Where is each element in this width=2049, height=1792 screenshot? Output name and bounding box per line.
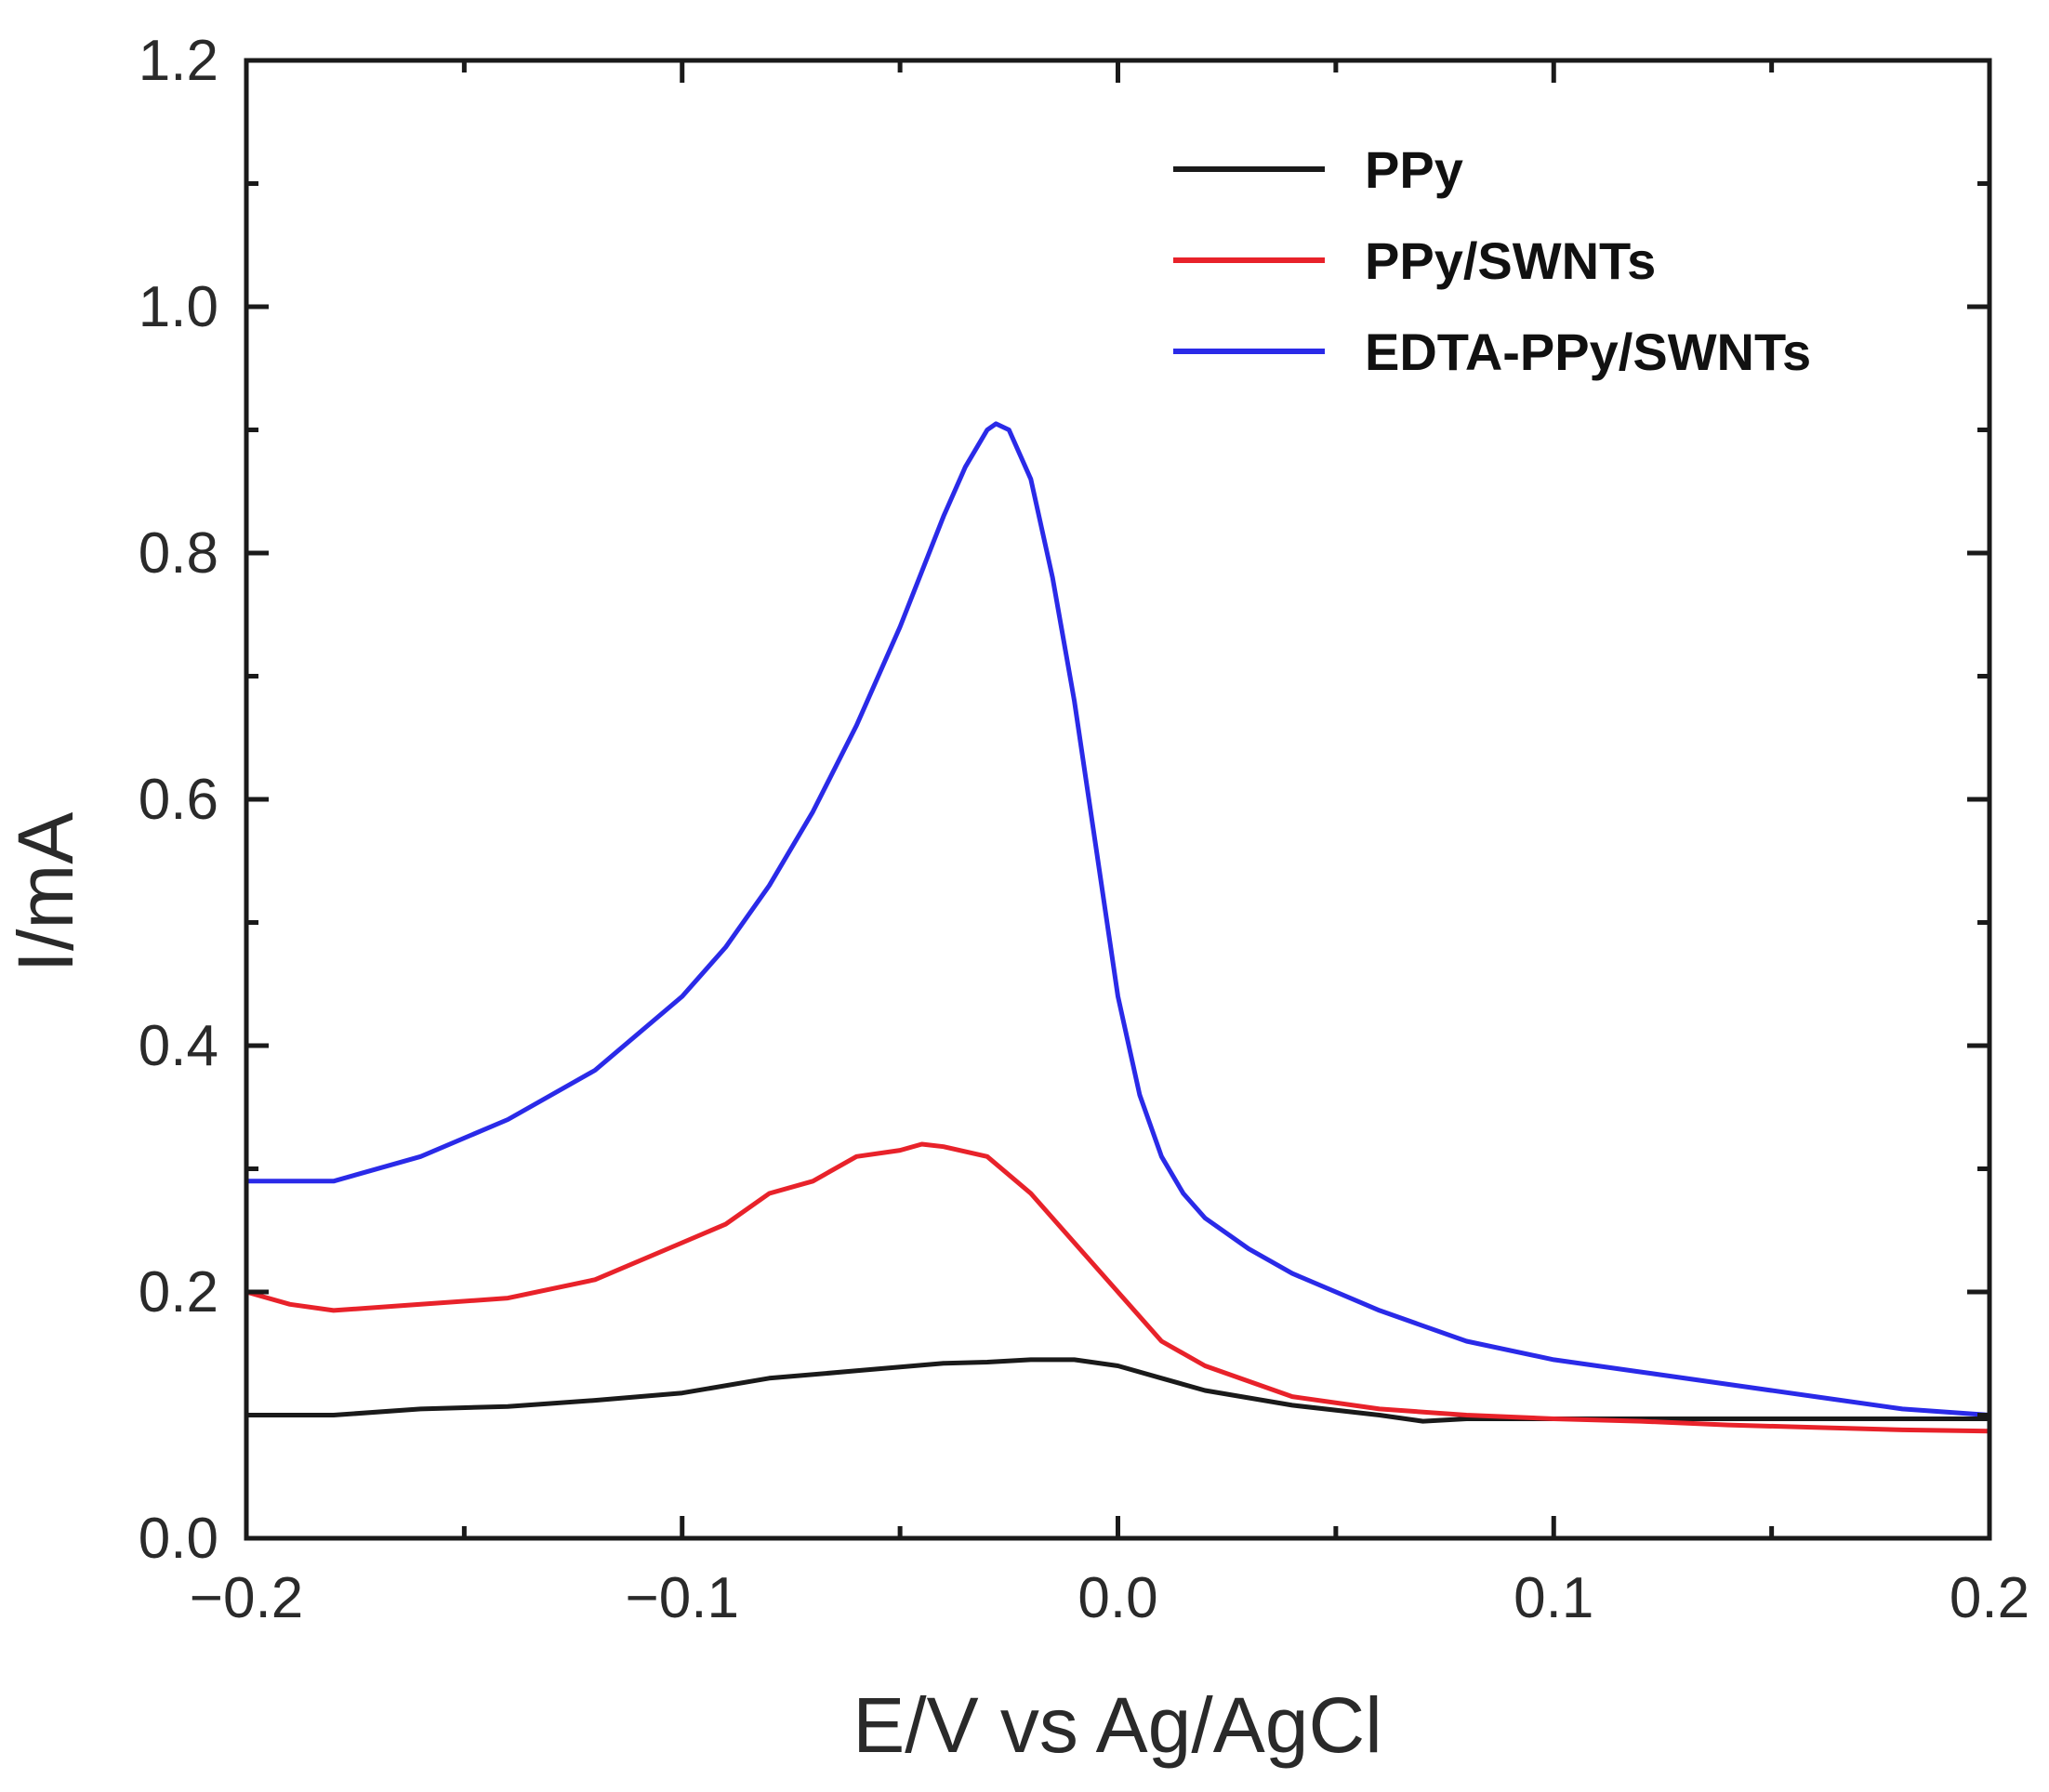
series-line-1 (245, 1141, 1990, 1434)
y-axis-title: I/mA (2, 812, 89, 973)
series-line-2 (246, 421, 1990, 1417)
y-tick-label: 0.4 (139, 1014, 218, 1078)
x-tick-label: −0.1 (626, 1566, 739, 1630)
series-line-0 (246, 1357, 1990, 1424)
y-tick-label: 0.0 (139, 1507, 218, 1571)
ticks-layer (244, 58, 1992, 1541)
legend-label-ppy-swnts: PPy/SWNTs (1365, 231, 1656, 290)
legend-label-edta-ppy-swnts: EDTA-PPy/SWNTs (1365, 323, 1811, 381)
y-tick-label: 1.0 (139, 275, 218, 339)
x-tick-label: 0.2 (1950, 1566, 2029, 1630)
y-tick-label: 0.2 (139, 1260, 218, 1324)
x-tick-label: 0.1 (1514, 1566, 1593, 1630)
tick-labels-layer: −0.2 −0.1 0.0 0.1 0.2 0.0 0.2 0.4 0.6 0.8 1.0 1.2 (139, 29, 2029, 1630)
x-tick-label: 0.0 (1077, 1566, 1157, 1630)
plot-frame (244, 58, 1992, 1541)
x-axis-title: E/V vs Ag/AgCl (853, 1681, 1382, 1769)
y-tick-label: 1.2 (139, 29, 218, 93)
y-tick-label: 0.8 (139, 521, 218, 586)
x-tick-label: −0.2 (190, 1566, 303, 1630)
y-tick-label: 0.6 (139, 768, 218, 832)
legend-label-ppy: PPy (1365, 140, 1463, 199)
series-layer (245, 421, 1990, 1434)
legend: PPy PPy/SWNTs EDTA-PPy/SWNTs (1173, 140, 1811, 381)
